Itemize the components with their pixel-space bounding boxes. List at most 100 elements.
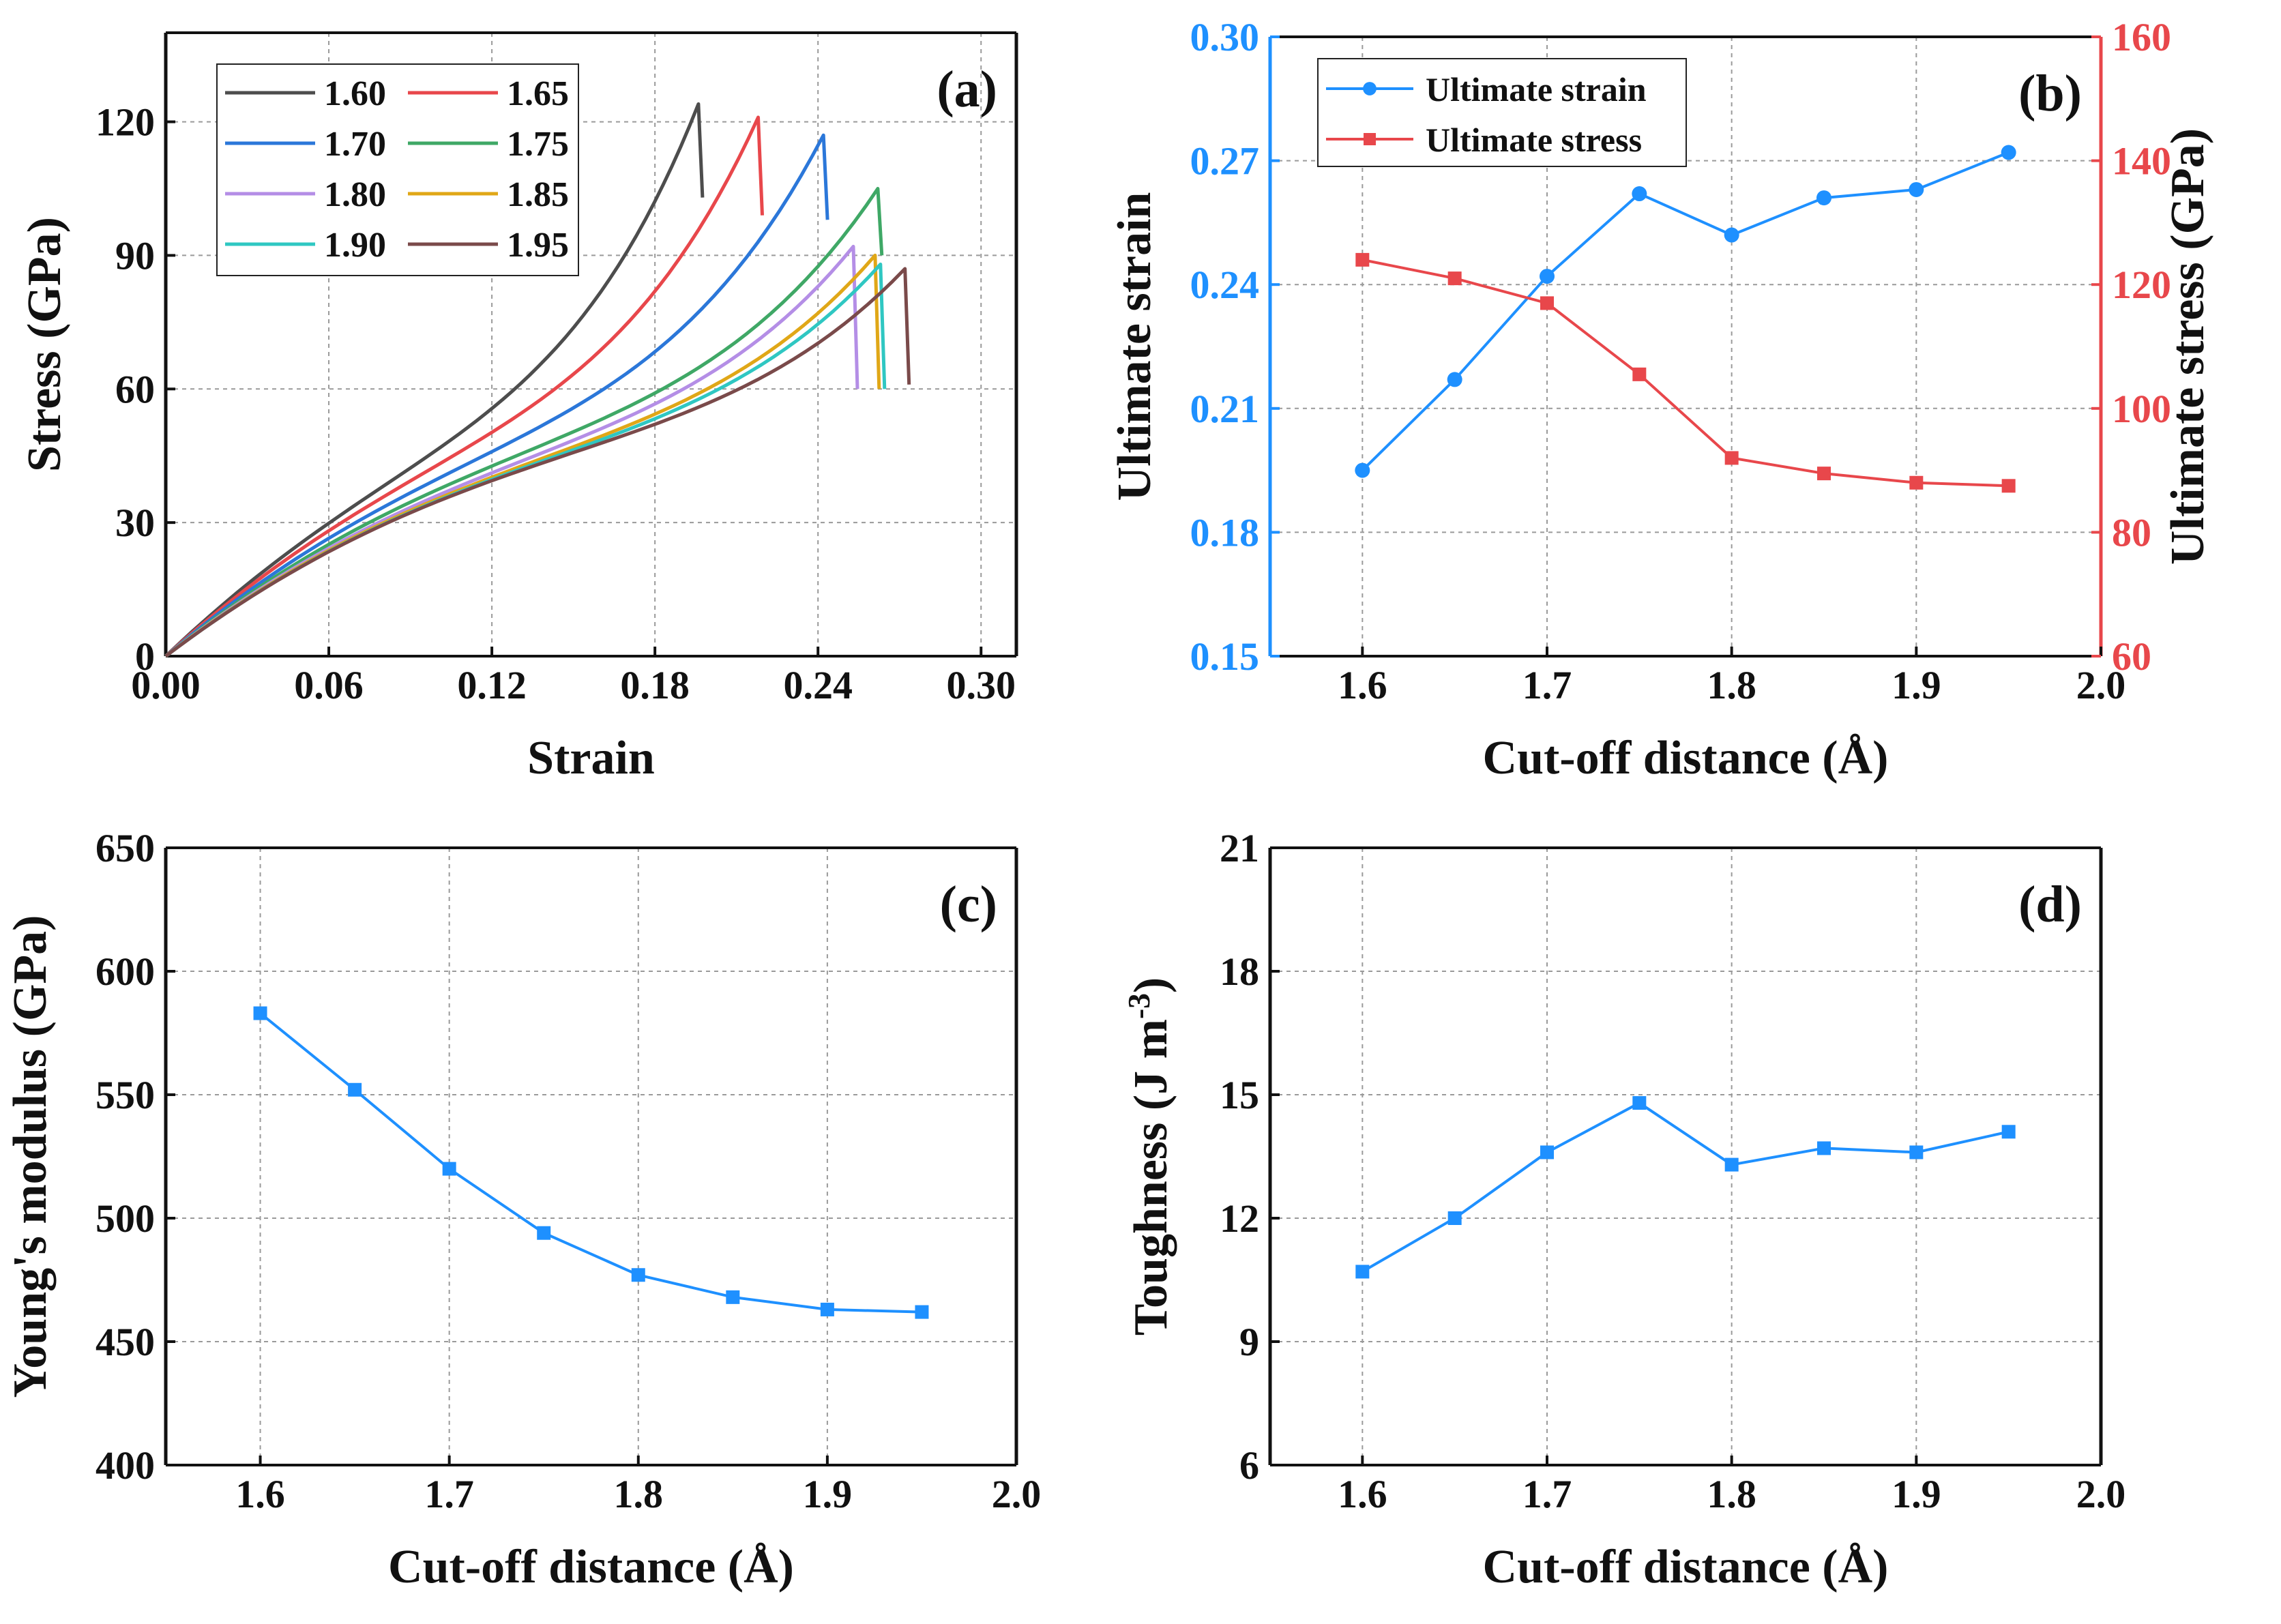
data-point [1817, 467, 1831, 481]
data-point [1909, 475, 1924, 490]
y-tick-label: 120 [95, 100, 155, 145]
panel-label: (c) [940, 876, 997, 933]
legend: 1.60 1.65 1.70 1.75 1.80 1.85 1.90 1.95 [216, 63, 579, 276]
legend-label: 1.85 [507, 175, 569, 214]
legend-box [216, 63, 579, 276]
x-axis-label: Cut-off distance (Å) [1483, 732, 1889, 784]
y-tick-label: 15 [1220, 1073, 1259, 1117]
series-young-s-modulus [253, 1006, 929, 1319]
y-tick-label: 500 [95, 1196, 155, 1241]
panel-a: 0.00 0.06 0.12 0.18 0.24 0.30 0 30 60 90 120 Strain… [18, 31, 1018, 784]
y-axis-label: Stress (GPa) [18, 217, 71, 472]
series-line-1.95 [164, 267, 911, 658]
data-point [1724, 227, 1739, 243]
panel-label: (a) [937, 61, 997, 118]
y-right-tick-label: 80 [2112, 510, 2151, 555]
data-point [1363, 82, 1377, 95]
y-right-tick-label: 160 [2112, 15, 2171, 59]
x-tick-label: 1.9 [1892, 1472, 1941, 1516]
x-tick-label: 1.7 [424, 1472, 474, 1516]
legend-label: 1.70 [324, 125, 386, 164]
x-tick-label: 2.0 [992, 1472, 1042, 1516]
data-point [1632, 367, 1647, 381]
panel-b: 1.6 1.7 1.8 1.9 2.0 0.15 0.18 0.21 0.24 0.27 0.30 6… [1108, 15, 2214, 784]
data-point [2001, 1125, 2016, 1139]
grid-lines [166, 848, 1016, 1465]
data-point [2001, 479, 2016, 493]
series-line-1.85 [164, 253, 881, 658]
legend-box [1317, 58, 1687, 167]
data-point [537, 1226, 551, 1240]
grid-lines [1270, 848, 2101, 1465]
x-tick-label: 1.6 [1338, 663, 1387, 707]
x-axis-label: Strain [527, 732, 655, 784]
y-tick-label: 0.30 [1190, 15, 1260, 59]
x-tick-label: 1.8 [1707, 663, 1756, 707]
data-point [348, 1082, 362, 1097]
data-point [1909, 1145, 1924, 1160]
y-tick-label: 0 [135, 634, 155, 679]
y-tick-label: 450 [95, 1320, 155, 1364]
x-tick-label: 1.8 [1707, 1472, 1756, 1516]
y-axis-label-superscript: -3 [1121, 993, 1156, 1019]
series-group [164, 102, 911, 658]
data-point [1355, 462, 1370, 478]
y-tick-label: 0.15 [1190, 634, 1260, 679]
data-point [1364, 133, 1376, 145]
x-tick-label: 0.06 [294, 663, 364, 707]
y-right-tick-label: 120 [2112, 263, 2171, 307]
series-line-1.80 [164, 244, 859, 658]
y-tick-label: 6 [1239, 1443, 1259, 1488]
x-tick-label: 1.6 [235, 1472, 285, 1516]
legend-label: Ultimate stress [1426, 121, 1642, 159]
x-axis-label: Cut-off distance (Å) [1483, 1541, 1889, 1593]
y-right-tick-label: 140 [2112, 139, 2171, 183]
data-point [1540, 296, 1554, 310]
y-tick-label: 30 [115, 501, 155, 545]
y-tick-label: 21 [1220, 826, 1259, 870]
x-tick-label: 1.9 [803, 1472, 853, 1516]
panel-label: (b) [2018, 65, 2082, 122]
legend-label: 1.60 [324, 74, 386, 113]
data-point [915, 1305, 929, 1319]
y-right-tick-label: 60 [2112, 634, 2151, 679]
data-point [1355, 252, 1370, 267]
data-point [1447, 372, 1462, 387]
legend-label: 1.95 [507, 226, 569, 265]
y-tick-label: 600 [95, 949, 155, 994]
data-point [1909, 181, 1924, 197]
y-axis-label: Ultimate strain [1108, 192, 1161, 501]
legend-label: Ultimate strain [1426, 70, 1647, 108]
x-tick-label: 0.30 [946, 663, 1016, 707]
x-tick-label: 1.8 [614, 1472, 664, 1516]
y-axis-label: Young's modulus (GPa) [4, 915, 57, 1398]
y-tick-label: 0.21 [1190, 387, 1260, 431]
data-point [1540, 269, 1555, 284]
y-tick-label: 12 [1220, 1196, 1259, 1241]
x-tick-label: 0.18 [620, 663, 690, 707]
series-ultimate-stress [1355, 252, 2016, 493]
y-tick-label: 18 [1220, 949, 1259, 994]
x-tick-label: 0.24 [783, 663, 853, 707]
y-right-axis-label: Ultimate stress (GPa) [2162, 128, 2214, 565]
y-tick-label: 60 [115, 367, 155, 411]
legend-label: 1.90 [324, 226, 386, 265]
legend: Ultimate strain Ultimate stress [1317, 58, 1687, 167]
y-axis-label: Toughness (J m-3) [1121, 977, 1178, 1335]
y-tick-label: 0.27 [1190, 139, 1260, 183]
data-point [442, 1162, 456, 1176]
x-tick-label: 2.0 [2076, 663, 2126, 707]
data-point [1817, 1141, 1831, 1155]
data-point [1724, 451, 1739, 465]
y-axis-label-end: ) [1125, 977, 1177, 993]
x-tick-label: 0.00 [131, 663, 201, 707]
y-tick-label: 400 [95, 1443, 155, 1488]
series-line-1.65 [164, 115, 764, 658]
data-point [2001, 145, 2016, 160]
x-tick-label: 1.7 [1522, 663, 1572, 707]
x-tick-label: 1.7 [1522, 1472, 1572, 1516]
data-point [1447, 271, 1462, 286]
y-tick-label: 9 [1239, 1320, 1259, 1364]
data-point [1447, 1211, 1462, 1225]
